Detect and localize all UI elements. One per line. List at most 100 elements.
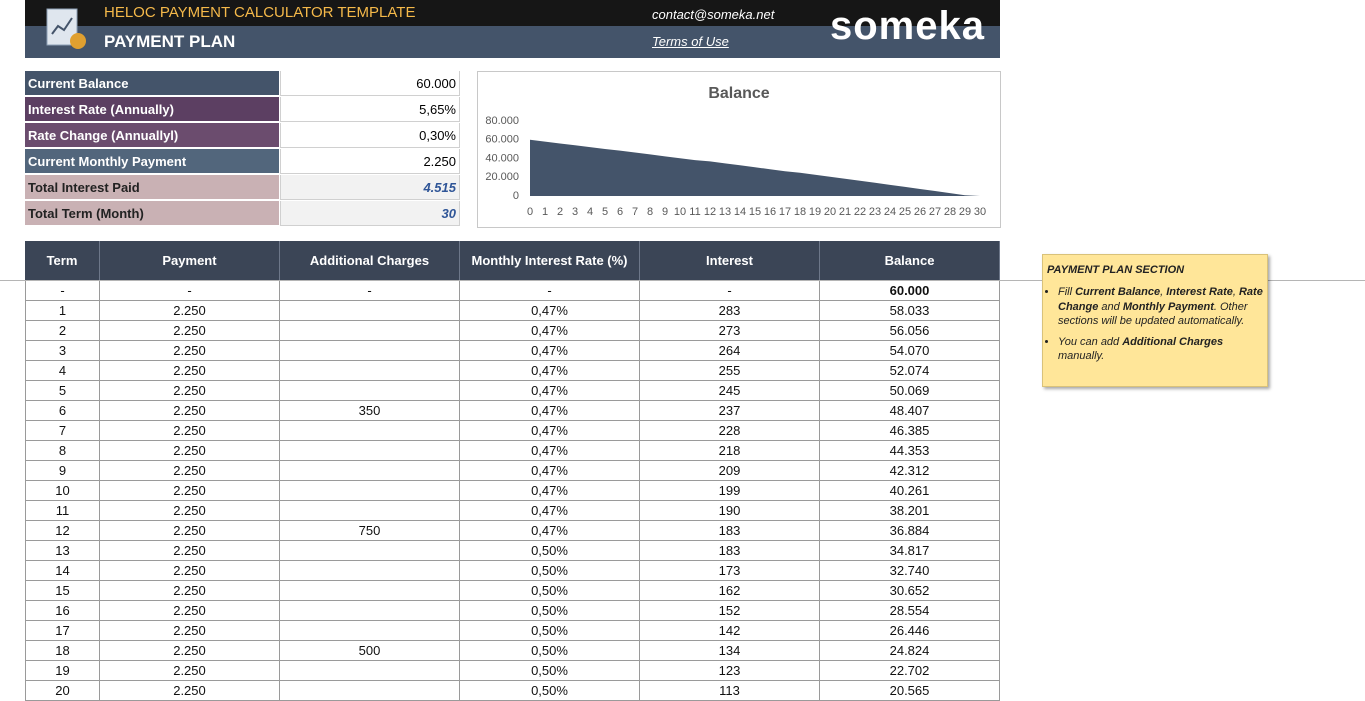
- column-header: Payment: [100, 241, 280, 280]
- note-text: and: [1098, 300, 1123, 313]
- x-tick-label: 18: [794, 206, 806, 218]
- table-cell: -: [640, 281, 820, 301]
- table-cell: 54.070: [820, 341, 1000, 361]
- table-cell: 6: [25, 401, 100, 421]
- table-cell: 2.250: [100, 381, 280, 401]
- table-cell: 15: [25, 581, 100, 601]
- y-tick-label: 40.000: [485, 152, 519, 164]
- summary-label: Rate Change (Annuallyl): [25, 123, 279, 148]
- x-tick-label: 14: [734, 206, 746, 218]
- table-cell: [280, 601, 460, 621]
- x-tick-label: 30: [974, 206, 986, 218]
- x-tick-label: 28: [944, 206, 956, 218]
- table-cell: 0,50%: [460, 541, 640, 561]
- table-cell: 152: [640, 601, 820, 621]
- table-cell: 14: [25, 561, 100, 581]
- note-text: ,: [1232, 286, 1239, 298]
- table-cell: 7: [25, 421, 100, 441]
- table-cell: 2.250: [100, 621, 280, 641]
- table-cell: 750: [280, 521, 460, 541]
- summary-label: Total Term (Month): [25, 201, 279, 226]
- summary-row: Total Term (Month) 30: [25, 201, 460, 227]
- terms-link[interactable]: Terms of Use: [652, 34, 729, 49]
- table-cell: 10: [25, 481, 100, 501]
- table-cell: 48.407: [820, 401, 1000, 421]
- logo: someka: [830, 4, 985, 48]
- summary-row: Rate Change (Annuallyl) 0,30%: [25, 123, 460, 149]
- summary-value: 0,30%: [280, 123, 460, 148]
- x-tick-label: 20: [824, 206, 836, 218]
- icon-coin: [70, 33, 86, 49]
- x-tick-label: 19: [809, 206, 821, 218]
- table-cell: 2.250: [100, 521, 280, 541]
- y-tick-label: 60.000: [485, 134, 519, 146]
- note-text: Monthly Payment: [1122, 300, 1214, 313]
- note-text: . Other sections will be updated automat…: [1058, 300, 1248, 328]
- table-cell: 2.250: [100, 361, 280, 381]
- note-box: PAYMENT PLAN SECTION Fill Current Balanc…: [1042, 254, 1268, 387]
- x-tick-label: 21: [839, 206, 851, 218]
- contact: contact@someka.net: [652, 7, 775, 22]
- table-cell: 199: [640, 481, 820, 501]
- table-cell: 190: [640, 501, 820, 521]
- table-cell: [280, 621, 460, 641]
- table-cell: 0,47%: [460, 501, 640, 521]
- summary-label: Interest Rate (Annually): [25, 97, 279, 122]
- table-cell: 18: [25, 641, 100, 661]
- x-tick-label: 4: [587, 206, 593, 218]
- table-cell: -: [25, 281, 100, 301]
- table-cell: 38.201: [820, 501, 1000, 521]
- table-cell: 264: [640, 341, 820, 361]
- x-tick-label: 5: [602, 206, 608, 218]
- note-bullet: Fill Current Balance, Interest Rate, Rat…: [1058, 285, 1263, 329]
- table-cell: 2.250: [100, 301, 280, 321]
- table-cell: 0,47%: [460, 381, 640, 401]
- table-cell: [280, 321, 460, 341]
- table-cell: 0,47%: [460, 401, 640, 421]
- summary-value: 5,65%: [280, 97, 460, 122]
- note-text: ,: [1160, 286, 1167, 298]
- table-cell: 28.554: [820, 601, 1000, 621]
- table-cell: 36.884: [820, 521, 1000, 541]
- table-cell: 0,50%: [460, 581, 640, 601]
- table-cell: 237: [640, 401, 820, 421]
- x-tick-label: 9: [662, 206, 668, 218]
- table-cell: 0,47%: [460, 361, 640, 381]
- table-cell: 0,50%: [460, 681, 640, 701]
- table-cell: 2.250: [100, 561, 280, 581]
- table-cell: -: [280, 281, 460, 301]
- table-cell: 123: [640, 661, 820, 681]
- table-cell: 0,47%: [460, 521, 640, 541]
- freeze-line: [0, 280, 1365, 281]
- table-cell: 0,50%: [460, 641, 640, 661]
- table-cell: 46.385: [820, 421, 1000, 441]
- table-cell: 11: [25, 501, 100, 521]
- header-title: HELOC PAYMENT CALCULATOR TEMPLATE: [104, 4, 416, 21]
- x-tick-label: 7: [632, 206, 638, 218]
- summary-value: 2.250: [280, 149, 460, 174]
- table-cell: 134: [640, 641, 820, 661]
- summary-value: 30: [280, 201, 460, 226]
- summary-value: 60.000: [280, 71, 460, 96]
- summary-row: Interest Rate (Annually) 5,65%: [25, 97, 460, 123]
- note-text: Fill: [1058, 286, 1076, 298]
- icon-line: [51, 17, 73, 35]
- x-tick-label: 8: [647, 206, 653, 218]
- table-cell: 500: [280, 641, 460, 661]
- table-cell: 209: [640, 461, 820, 481]
- x-tick-label: 25: [899, 206, 911, 218]
- table-cell: 2: [25, 321, 100, 341]
- x-tick-label: 16: [764, 206, 776, 218]
- column-header: Interest: [640, 241, 820, 280]
- x-tick-label: 3: [572, 206, 578, 218]
- x-tick-label: 23: [869, 206, 881, 218]
- summary-row: Current Monthly Payment 2.250: [25, 149, 460, 175]
- x-tick-label: 0: [527, 206, 533, 218]
- table-cell: [280, 421, 460, 441]
- table-cell: 30.652: [820, 581, 1000, 601]
- note-text: Rate Change: [1058, 286, 1263, 313]
- table-cell: 2.250: [100, 481, 280, 501]
- x-tick-label: 27: [929, 206, 941, 218]
- table-cell: 0,47%: [460, 341, 640, 361]
- table-cell: [280, 441, 460, 461]
